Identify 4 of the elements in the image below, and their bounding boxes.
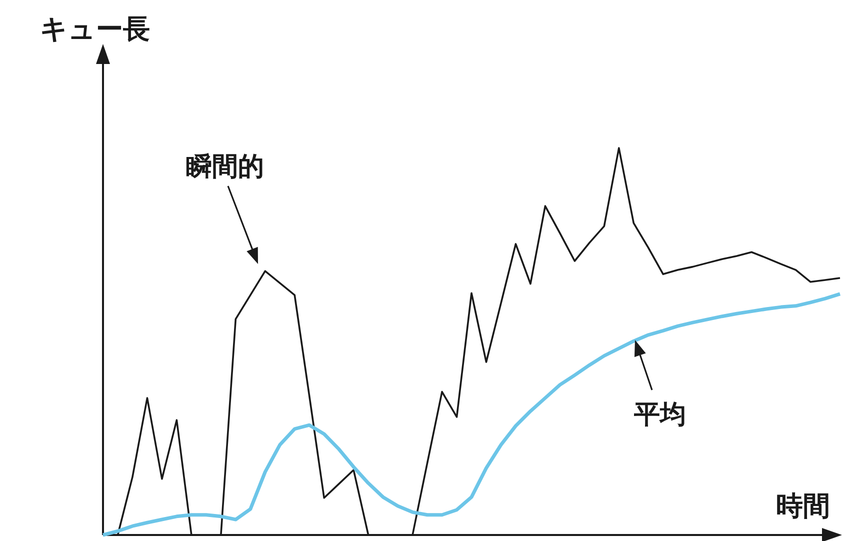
y-axis-title: キュー長 (40, 14, 150, 45)
annotation: 平均 (633, 400, 686, 430)
annotation: 瞬間的 (186, 152, 264, 182)
x-axis-title: 時間 (776, 491, 830, 522)
